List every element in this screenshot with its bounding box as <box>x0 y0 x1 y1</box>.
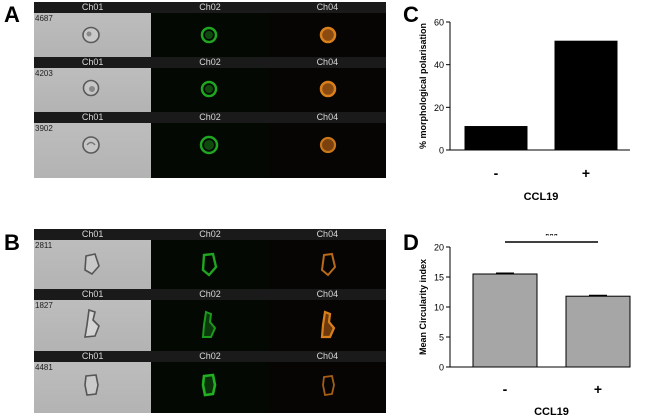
channel-label: Ch01 <box>81 2 104 12</box>
bar <box>565 295 631 368</box>
channel-label: Ch02 <box>199 112 221 122</box>
y-tick-label: 60 <box>434 18 444 28</box>
panel-label-d: D <box>403 230 419 255</box>
bar <box>554 40 618 151</box>
channel-header: Ch01 Ch02 Ch04 <box>34 229 386 240</box>
y-tick-label: 0 <box>439 363 444 373</box>
green-fluorescence-cell <box>151 362 269 413</box>
x-axis-label: CCL19 <box>534 406 569 418</box>
cell-row: Ch01 Ch02 Ch04 4203 <box>34 57 386 112</box>
chart-d: 0 5 10 15 20 Mean Circularity index - + CCL19 *** <box>418 234 631 418</box>
brightfield-cell: 4203 <box>34 68 152 112</box>
channel-label: Ch02 <box>199 57 221 67</box>
orange-fluorescence-cell <box>268 300 386 351</box>
orange-fluorescence-cell <box>268 362 386 413</box>
green-fluorescence-cell <box>151 123 269 178</box>
brightfield-cell: 1827 <box>34 300 152 351</box>
orange-fluorescence-cell <box>268 13 386 57</box>
channel-header: Ch01 Ch02 Ch04 <box>34 2 386 13</box>
row-id: 3902 <box>35 124 53 133</box>
channel-label: Ch01 <box>81 112 104 122</box>
x-tick-label: + <box>582 165 590 181</box>
channel-header: Ch01 Ch02 Ch04 <box>34 351 386 362</box>
row-id: 4481 <box>35 363 53 372</box>
bar <box>472 273 538 368</box>
channel-label: Ch04 <box>316 2 339 12</box>
cell-row: Ch01 Ch02 Ch04 1827 <box>34 289 386 351</box>
green-fluorescence-cell <box>151 68 269 112</box>
panel-label-c: C <box>403 2 419 27</box>
y-axis-label: % morphological polarisation <box>418 23 428 149</box>
channel-label: Ch04 <box>316 112 339 122</box>
channel-label: Ch02 <box>199 351 221 361</box>
row-id: 4203 <box>35 69 53 78</box>
channel-label: Ch04 <box>316 57 339 67</box>
channel-label: Ch04 <box>316 351 339 361</box>
brightfield-cell: 4481 <box>34 362 152 413</box>
channel-label: Ch01 <box>81 351 104 361</box>
brightfield-cell: 4687 <box>34 13 152 57</box>
y-tick-label: 10 <box>434 303 444 313</box>
channel-label: Ch04 <box>316 289 339 299</box>
brightfield-cell: 2811 <box>34 240 152 289</box>
x-tick-label: - <box>494 165 499 181</box>
channel-header: Ch01 Ch02 Ch04 <box>34 289 386 300</box>
x-tick-label: + <box>594 381 602 397</box>
y-tick-label: 20 <box>434 243 444 253</box>
x-axis-label: CCL19 <box>524 191 559 203</box>
y-tick-label: 15 <box>434 273 444 283</box>
x-tick-label: - <box>503 381 508 397</box>
green-fluorescence-cell <box>151 240 269 289</box>
panel-b-image-grid: Ch01 Ch02 Ch04 2811 Ch01 Ch02 Ch04 1827 <box>34 229 386 413</box>
panel-label-a: A <box>4 2 20 27</box>
cell-row: Ch01 Ch02 Ch04 3902 <box>34 112 386 178</box>
y-axis-label: Mean Circularity index <box>418 259 428 355</box>
cell-row: Ch01 Ch02 Ch04 4687 <box>34 2 386 57</box>
chart-c: 0 20 40 60 % morphological polarisation - + CCL… <box>418 18 630 203</box>
channel-header: Ch01 Ch02 Ch04 <box>34 57 386 68</box>
channel-label: Ch02 <box>199 289 221 299</box>
y-tick-label: 40 <box>434 60 444 70</box>
channel-label: Ch01 <box>81 229 104 239</box>
brightfield-cell: 3902 <box>34 123 152 178</box>
channel-header: Ch01 Ch02 Ch04 <box>34 112 386 123</box>
row-id: 4687 <box>35 14 53 23</box>
channel-label: Ch01 <box>81 289 104 299</box>
y-tick-label: 0 <box>439 146 444 156</box>
cell-row: Ch01 Ch02 Ch04 2811 <box>34 229 386 289</box>
y-tick-label: 5 <box>439 333 444 343</box>
green-fluorescence-cell <box>151 300 269 351</box>
cell-row: Ch01 Ch02 Ch04 4481 <box>34 351 386 413</box>
row-id: 1827 <box>35 301 53 310</box>
channel-label: Ch01 <box>81 57 104 67</box>
channel-label: Ch04 <box>316 229 339 239</box>
channel-label: Ch02 <box>199 229 221 239</box>
y-tick-label: 20 <box>434 103 444 113</box>
panel-label-b: B <box>4 230 20 255</box>
significance-label: *** <box>545 234 559 242</box>
row-id: 2811 <box>35 241 53 250</box>
orange-fluorescence-cell <box>268 240 386 289</box>
bar <box>464 126 528 151</box>
green-fluorescence-cell <box>151 13 269 57</box>
orange-fluorescence-cell <box>268 123 386 178</box>
orange-fluorescence-cell <box>268 68 386 112</box>
panel-a-image-grid: Ch01 Ch02 Ch04 4687 Ch01 Ch02 Ch04 4203 <box>34 2 386 178</box>
channel-label: Ch02 <box>199 2 221 12</box>
